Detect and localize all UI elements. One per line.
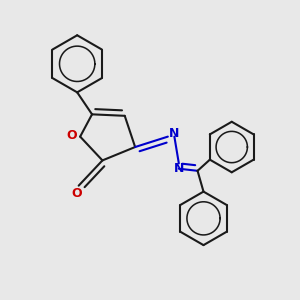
Text: O: O — [66, 129, 76, 142]
Text: N: N — [169, 127, 180, 140]
Text: N: N — [174, 162, 184, 175]
Text: O: O — [71, 187, 82, 200]
